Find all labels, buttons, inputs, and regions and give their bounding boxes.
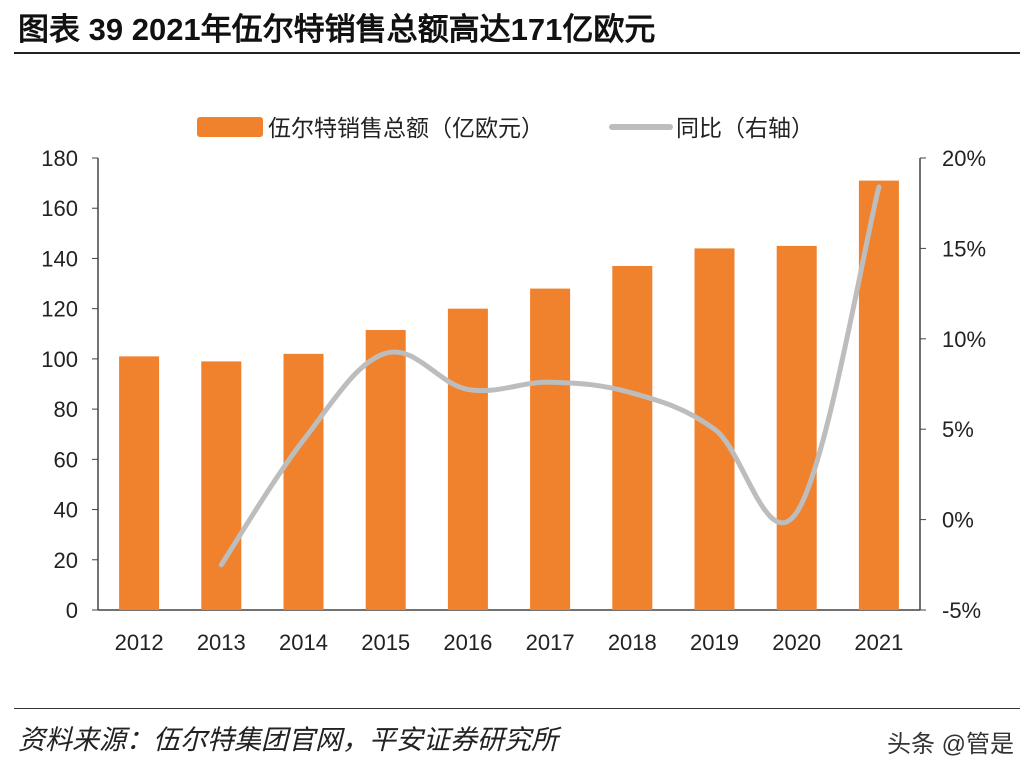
bar-2015 [365, 330, 406, 610]
right-tick-label: 5% [942, 417, 974, 442]
left-tick-label: 80 [54, 397, 78, 422]
x-tick-label: 2013 [197, 630, 246, 655]
left-tick-label: 160 [41, 196, 78, 221]
watermark: 头条 @管是 [886, 731, 1014, 758]
left-tick-label: 100 [41, 347, 78, 372]
left-tick-label: 140 [41, 246, 78, 271]
left-tick-label: 120 [41, 297, 78, 322]
bar-2014 [283, 353, 324, 610]
x-tick-label: 2015 [361, 630, 410, 655]
source-note: 资料来源：伍尔特集团官网，平安证券研究所 [18, 725, 558, 755]
left-tick-label: 0 [66, 598, 78, 623]
legend-bar-swatch [197, 117, 263, 137]
right-tick-label: 0% [942, 508, 974, 533]
right-tick-label: 20% [942, 146, 986, 171]
x-tick-label: 2014 [279, 630, 328, 655]
x-tick-label: 2017 [526, 630, 575, 655]
x-tick-label: 2018 [608, 630, 657, 655]
right-tick-label: 15% [942, 236, 986, 261]
title-divider [14, 52, 1020, 54]
legend-line-label: 同比（右轴） [676, 115, 814, 141]
right-tick-label: 10% [942, 327, 986, 352]
x-tick-label: 2012 [115, 630, 164, 655]
left-tick-label: 40 [54, 498, 78, 523]
left-tick-label: 180 [41, 146, 78, 171]
right-tick-label: -5% [942, 598, 981, 623]
yoy-line [218, 184, 882, 568]
x-tick-label: 2019 [690, 630, 739, 655]
left-tick-label: 60 [54, 447, 78, 472]
x-tick-label: 2016 [443, 630, 492, 655]
bar-2020 [776, 245, 817, 610]
x-tick-label: 2020 [772, 630, 821, 655]
bar-2016 [447, 308, 488, 610]
legend-bar-label: 伍尔特销售总额（亿欧元） [268, 115, 544, 141]
bar-2012 [119, 356, 160, 610]
x-tick-label: 2021 [854, 630, 903, 655]
left-tick-label: 20 [54, 548, 78, 573]
bar-2017 [530, 288, 571, 610]
chart-title: 图表 39 2021年伍尔特销售总额高达171亿欧元 [18, 12, 656, 47]
footer-divider [14, 708, 1020, 709]
bar-2018 [612, 265, 653, 610]
bar-2013 [201, 361, 242, 610]
